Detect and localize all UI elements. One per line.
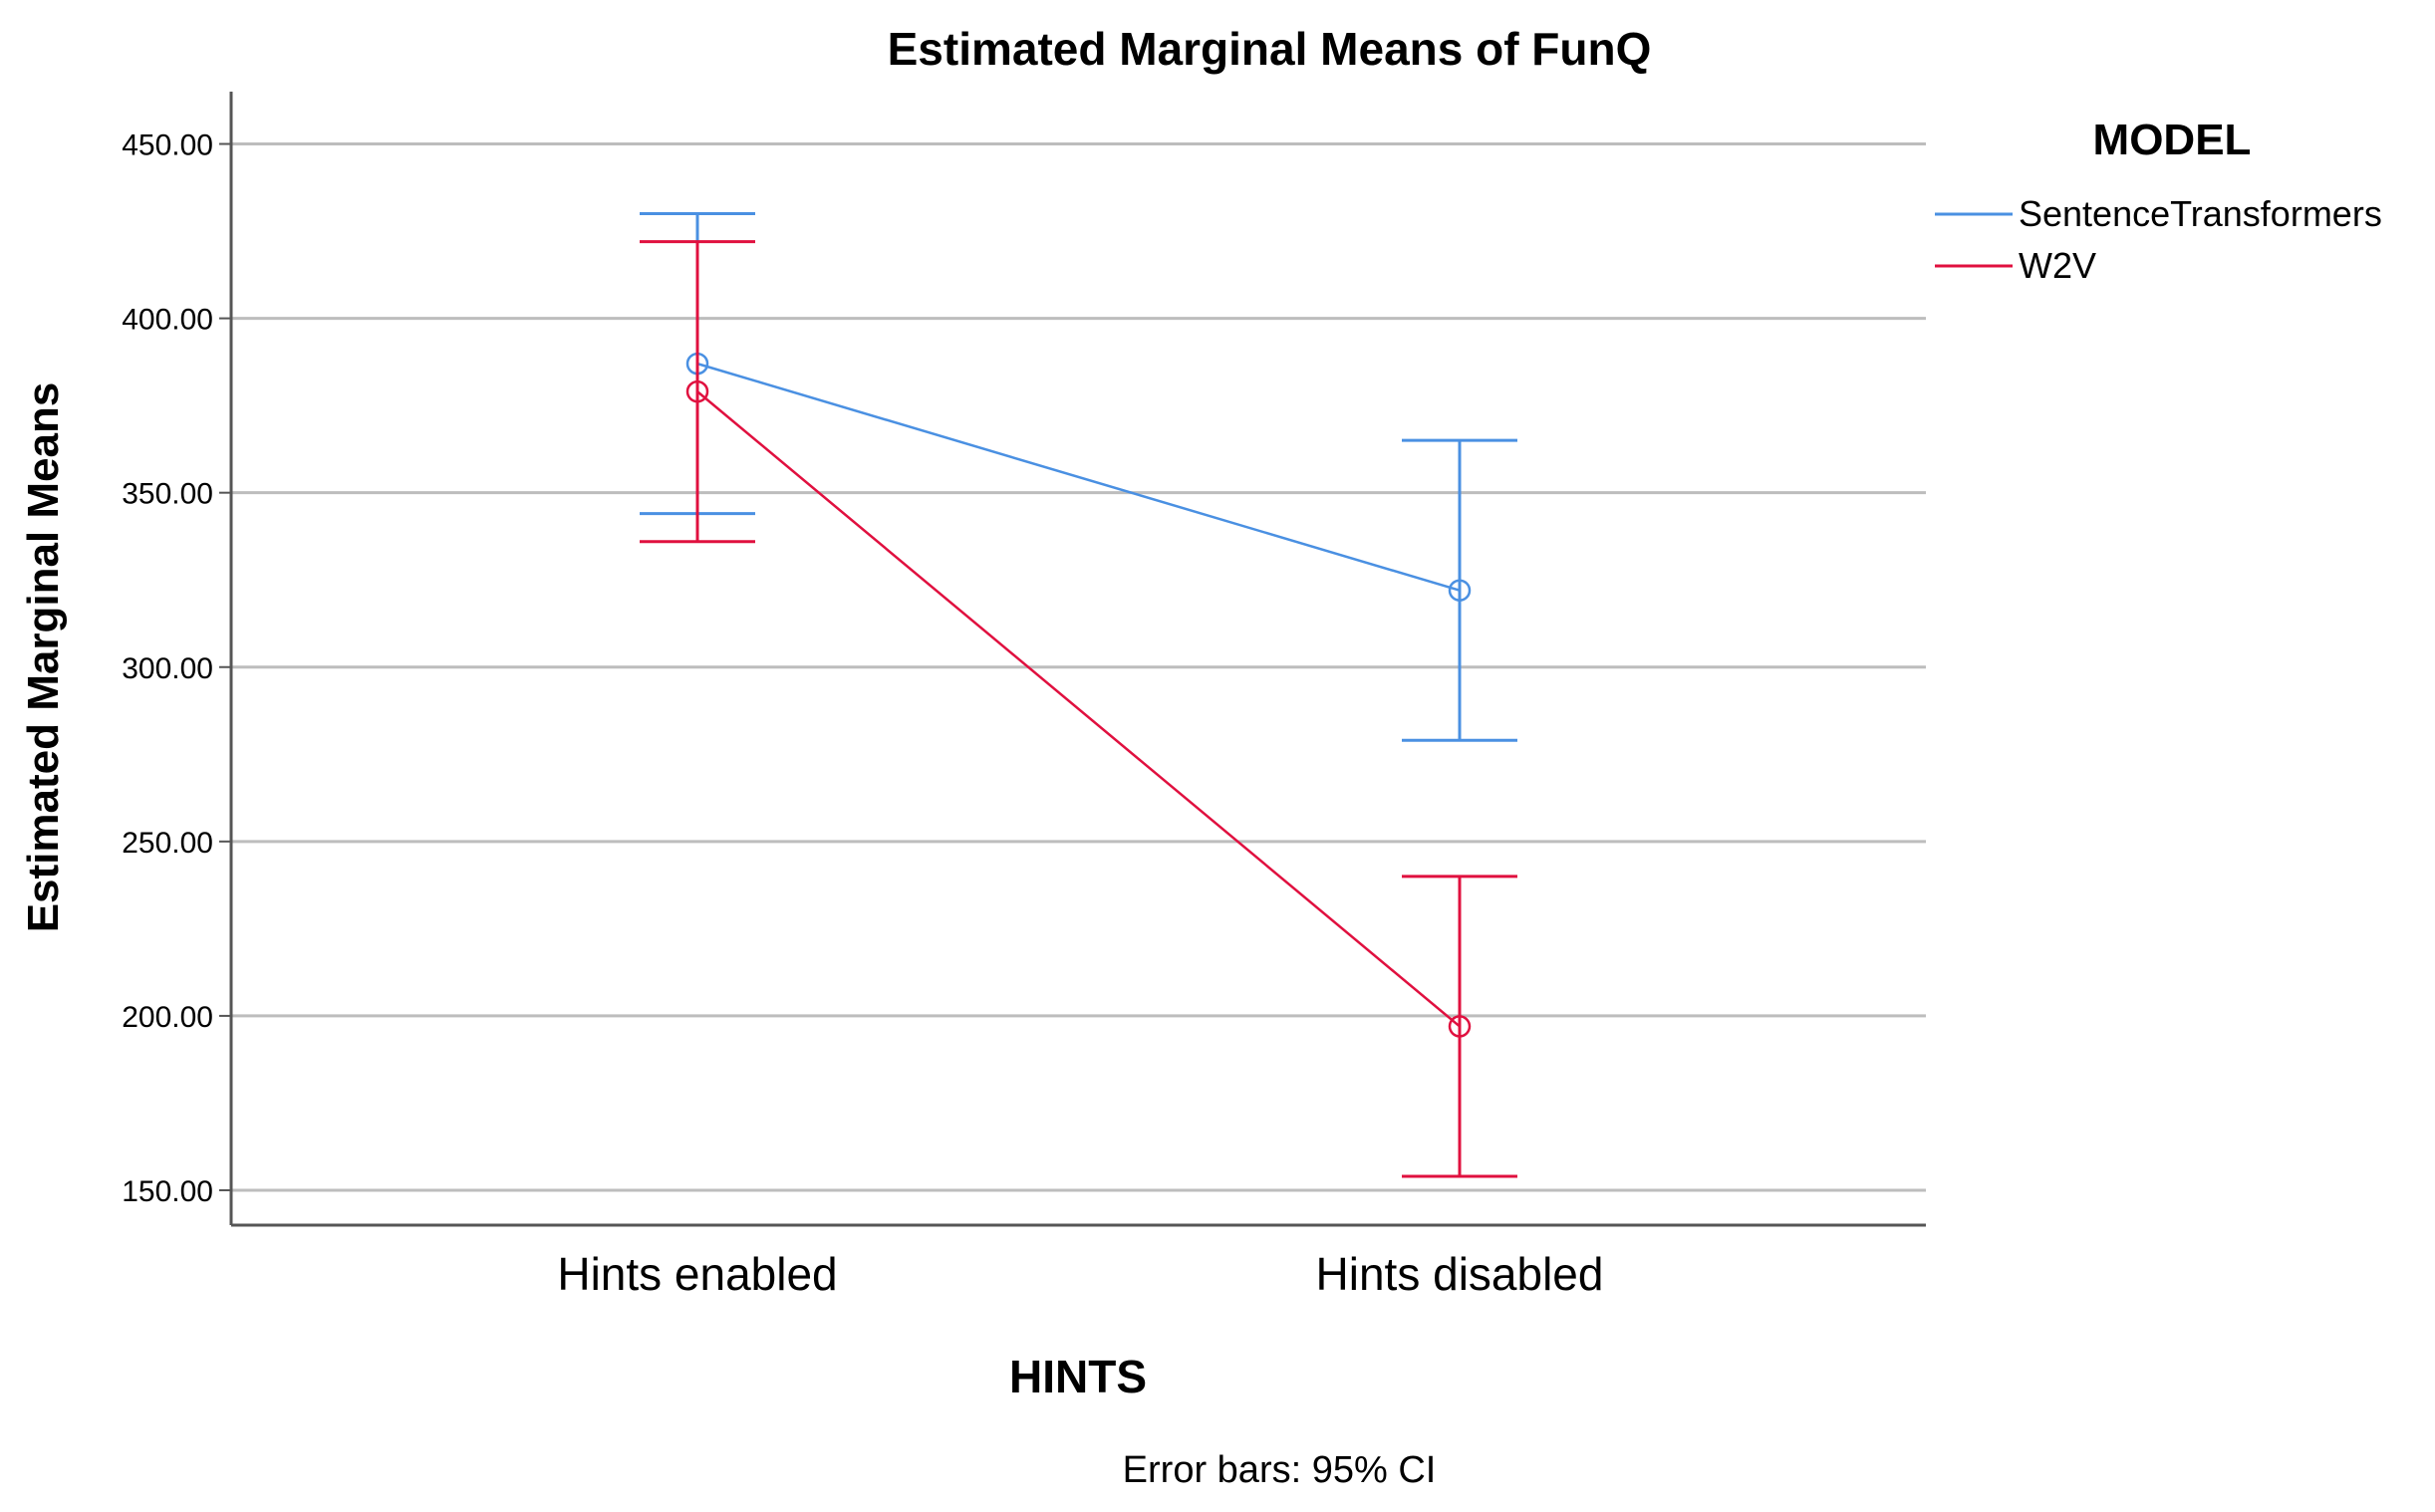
legend-items: SentenceTransformers W2V [1935,193,2382,286]
legend-title: MODEL [2093,116,2252,164]
y-tick-label: 300.00 [122,652,213,685]
y-tick-label: 350.00 [122,478,213,511]
legend-label: W2V [2019,245,2096,286]
x-tick-label: Hints disabled [1316,1248,1604,1300]
y-tick-label: 150.00 [122,1175,213,1208]
series-w2v [640,240,1517,1178]
y-tick-labels: 150.00 200.00 250.00 300.00 350.00 400.00 450.… [122,129,213,1208]
legend: MODEL SentenceTransformers W2V [1935,116,2382,286]
x-axis-label: HINTS [1009,1351,1147,1402]
y-axis-label: Estimated Marginal Means [19,382,68,933]
gridlines [231,142,1926,1192]
series-line [696,362,1461,592]
y-tick-label: 400.00 [122,304,213,337]
error-bars-note: Error bars: 95% CI [1123,1449,1437,1491]
data-point [1448,1015,1472,1038]
legend-label: SentenceTransformers [2019,193,2382,234]
y-tick-label: 250.00 [122,827,213,860]
data-point [1448,579,1472,602]
chart-title: Estimated Marginal Means of FunQ [888,23,1652,75]
axes [219,92,1926,1227]
x-tick-label: Hints enabled [557,1248,837,1300]
x-tick-labels: Hints enabled Hints disabled [557,1248,1603,1300]
y-tick-label: 450.00 [122,129,213,162]
series [640,212,1517,1178]
y-tick-label: 200.00 [122,1001,213,1034]
series-line [696,390,1461,1028]
data-point [685,379,709,403]
